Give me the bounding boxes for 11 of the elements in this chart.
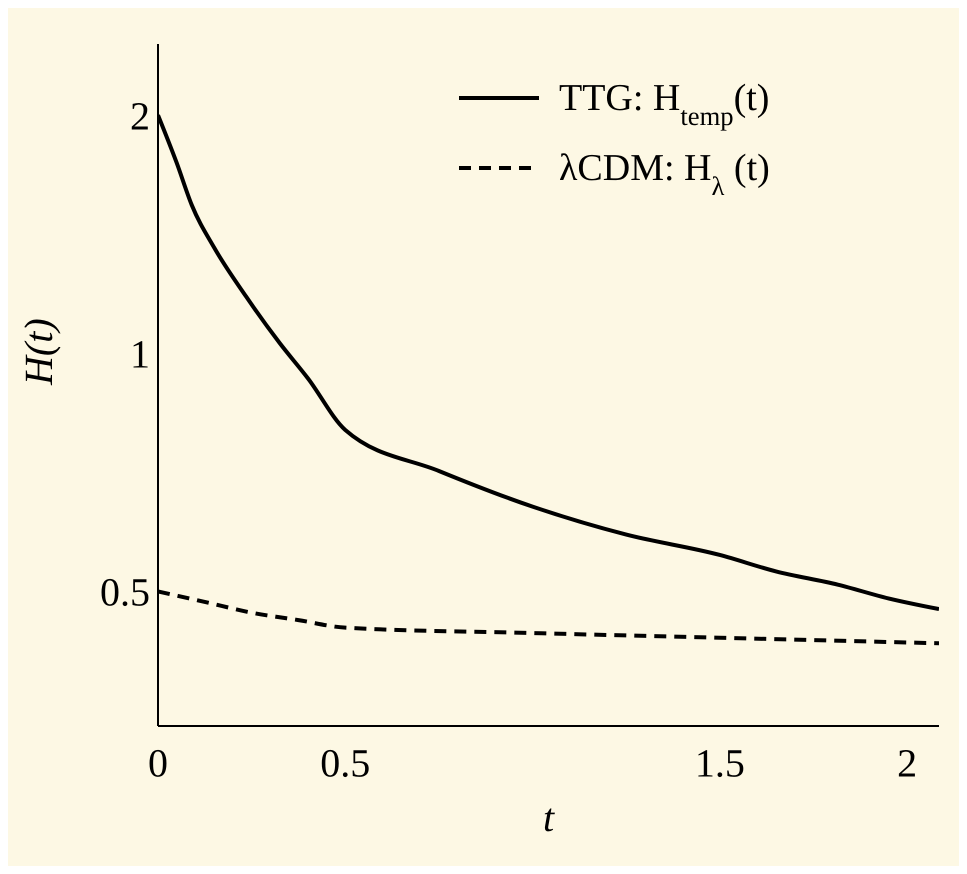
legend-label: λCDM: H$_{λ}$ (t) <box>559 147 770 201</box>
y-tick-label: 2 <box>130 93 150 138</box>
x-axis-title: t <box>542 795 555 840</box>
y-axis-title: H(t) <box>16 318 62 386</box>
x-tick-label: 1.5 <box>694 740 745 786</box>
x-tick-label: 0.5 <box>320 740 370 786</box>
x-tick-label: 2 <box>897 740 918 786</box>
x-tick-label: 0 <box>148 740 168 786</box>
legend-label: TTG: H$_{temp}$(t) <box>559 77 770 131</box>
y-tick-label: 0.5 <box>100 570 150 615</box>
y-tick-label: 1 <box>130 331 150 376</box>
